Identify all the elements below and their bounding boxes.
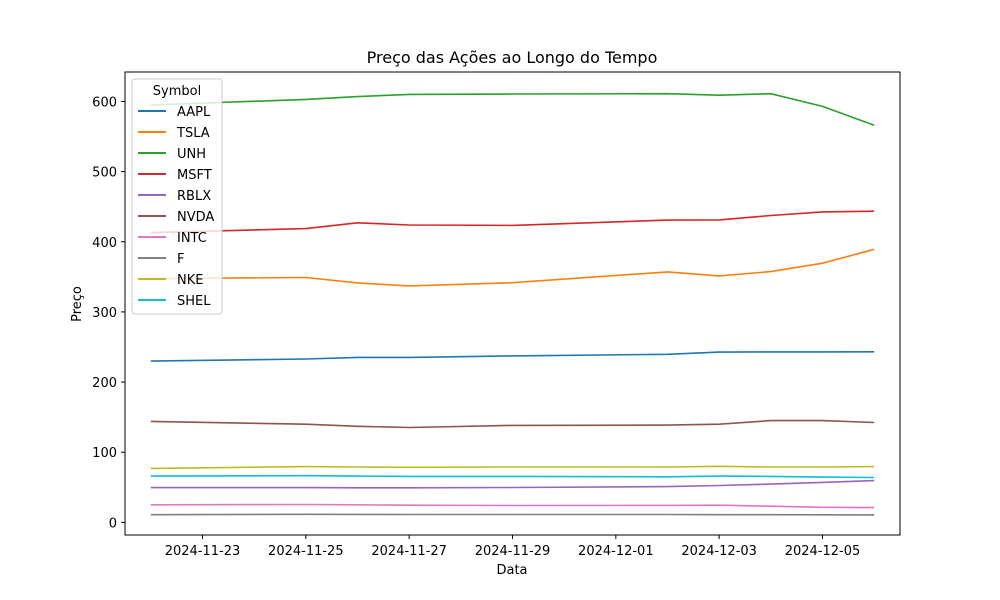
x-tick-label: 2024-11-23 [165,544,241,559]
plot-series [150,92,875,516]
series-line-aapl [150,350,875,362]
y-tick-label: 400 [92,236,117,251]
series-line-tsla [150,248,875,287]
legend-label-nvda: NVDA [177,210,214,225]
x-axis-label: Data [496,563,527,578]
legend-box [131,78,223,315]
legend-label-nke: NKE [177,273,203,288]
x-tick-label: 2024-11-27 [371,544,447,559]
y-tick-label: 100 [92,446,117,461]
series-line-f [150,513,875,516]
y-tick-label: 200 [92,376,117,391]
series-line-nvda [150,419,875,429]
legend-label-msft: MSFT [177,168,212,183]
x-tick-label: 2024-12-01 [578,544,654,559]
x-axis: 2024-11-23 2024-11-25 2024-11-27 2024-11-29… [165,535,861,559]
legend-label-intc: INTC [177,231,207,246]
plot-frame [124,71,901,536]
y-tick-label: 500 [92,166,117,181]
legend-title: Symbol [153,84,201,99]
legend-label-unh: UNH [177,147,206,162]
legend-label-shel: SHEL [177,294,211,309]
series-line-rblx [150,479,875,489]
y-tick-label: 300 [92,306,117,321]
y-axis: 0 100 200 300 400 500 600 [92,95,125,531]
x-tick-label: 2024-12-03 [681,544,757,559]
series-line-shel [150,474,875,479]
x-tick-label: 2024-11-29 [475,544,551,559]
y-tick-label: 0 [109,516,117,531]
legend-label-tsla: TSLA [176,126,210,141]
legend-label-f: F [177,252,184,267]
legend-label-aapl: AAPL [177,105,211,120]
legend-label-rblx: RBLX [177,189,211,204]
legend: Symbol AAPL TSLA UNH MSFT RBLX NVDA INTC F NKE SH… [131,78,223,315]
series-line-msft [150,210,875,234]
series-line-nke [150,465,875,470]
chart-title: Preço das Ações ao Longo do Tempo [367,48,658,67]
series-line-unh [150,92,875,127]
x-tick-label: 2024-12-05 [785,544,861,559]
legend-items: AAPL TSLA UNH MSFT RBLX NVDA INTC F NKE SHEL [138,105,214,309]
y-axis-label: Preço [70,286,85,322]
y-tick-label: 600 [92,95,117,110]
x-tick-label: 2024-11-25 [268,544,344,559]
series-line-intc [150,503,875,509]
